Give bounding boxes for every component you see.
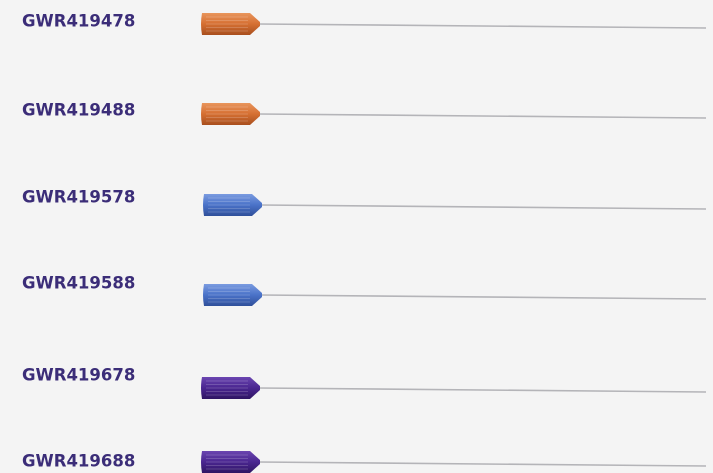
needle-wire xyxy=(260,295,706,299)
product-code: GWR419688 xyxy=(22,452,135,471)
product-row: GWR419578 xyxy=(22,188,706,217)
product-code: GWR419578 xyxy=(22,188,135,207)
product-code: GWR419478 xyxy=(22,12,135,31)
needle-wire xyxy=(260,205,706,209)
product-list: GWR419478 GWR419488 GWR419578 GWR419588 GWR4… xyxy=(0,0,713,473)
needle-wire xyxy=(258,114,706,118)
needle-wire xyxy=(258,462,706,466)
product-code: GWR419678 xyxy=(22,366,135,385)
product-row: GWR419588 xyxy=(22,274,706,307)
product-row: GWR419478 xyxy=(22,12,706,36)
needle-wire xyxy=(258,388,706,392)
needle-wire xyxy=(258,24,706,28)
product-code: GWR419488 xyxy=(22,101,135,120)
product-code: GWR419588 xyxy=(22,274,135,293)
product-row: GWR419688 xyxy=(22,451,706,473)
product-row: GWR419678 xyxy=(22,366,706,400)
product-row: GWR419488 xyxy=(22,101,706,126)
